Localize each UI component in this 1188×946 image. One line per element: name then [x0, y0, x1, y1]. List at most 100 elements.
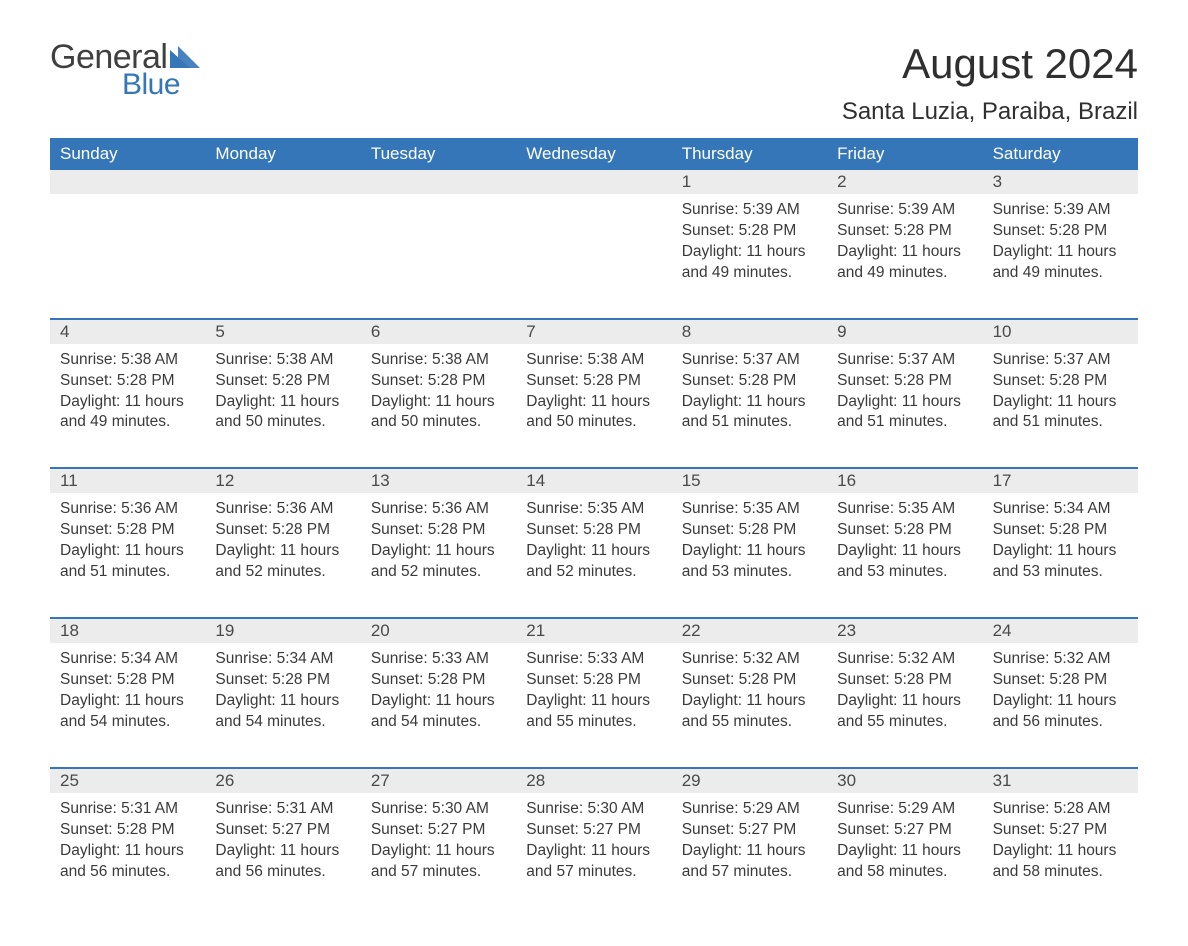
day-cell: Sunrise: 5:30 AMSunset: 5:27 PMDaylight:… — [361, 793, 516, 907]
day-cell: Sunrise: 5:36 AMSunset: 5:28 PMDaylight:… — [50, 493, 205, 607]
day-number: 22 — [672, 619, 827, 643]
weekday-label: Tuesday — [361, 138, 516, 170]
day-cell — [50, 194, 205, 308]
sunset-line: Sunset: 5:28 PM — [682, 221, 817, 242]
sunrise-line: Sunrise: 5:38 AM — [526, 350, 661, 371]
calendar: Sunday Monday Tuesday Wednesday Thursday… — [50, 138, 1138, 906]
sunrise-line: Sunrise: 5:32 AM — [993, 649, 1128, 670]
sunrise-line: Sunrise: 5:28 AM — [993, 799, 1128, 820]
day-detail-row: Sunrise: 5:39 AMSunset: 5:28 PMDaylight:… — [50, 194, 1138, 308]
day-cell: Sunrise: 5:32 AMSunset: 5:28 PMDaylight:… — [827, 643, 982, 757]
location-subtitle: Santa Luzia, Paraiba, Brazil — [842, 98, 1138, 126]
sunset-line: Sunset: 5:28 PM — [215, 371, 350, 392]
day-number: 25 — [50, 769, 205, 793]
day-cell: Sunrise: 5:35 AMSunset: 5:28 PMDaylight:… — [672, 493, 827, 607]
sunset-line: Sunset: 5:28 PM — [837, 221, 972, 242]
sunrise-line: Sunrise: 5:36 AM — [60, 499, 195, 520]
sunrise-line: Sunrise: 5:38 AM — [60, 350, 195, 371]
day-number: 15 — [672, 469, 827, 493]
sunset-line: Sunset: 5:28 PM — [682, 520, 817, 541]
day-cell: Sunrise: 5:39 AMSunset: 5:28 PMDaylight:… — [983, 194, 1138, 308]
sunrise-line: Sunrise: 5:39 AM — [837, 200, 972, 221]
sunrise-line: Sunrise: 5:32 AM — [837, 649, 972, 670]
daylight-line: Daylight: 11 hours and 51 minutes. — [60, 541, 195, 583]
sunrise-line: Sunrise: 5:31 AM — [215, 799, 350, 820]
day-cell: Sunrise: 5:34 AMSunset: 5:28 PMDaylight:… — [983, 493, 1138, 607]
daylight-line: Daylight: 11 hours and 56 minutes. — [993, 691, 1128, 733]
day-number: 28 — [516, 769, 671, 793]
day-detail-row: Sunrise: 5:34 AM Sunset: 5:28 PM Daylight:… — [50, 643, 1138, 757]
day-cell: Sunrise: 5:29 AMSunset: 5:27 PMDaylight:… — [672, 793, 827, 907]
daylight-line: Daylight: 11 hours and 49 minutes. — [837, 242, 972, 284]
daylight-line: Daylight: 11 hours and 56 minutes. — [215, 841, 350, 883]
day-cell: Sunrise: 5:36 AMSunset: 5:28 PMDaylight:… — [361, 493, 516, 607]
sunset-line: Sunset: 5:28 PM — [371, 670, 506, 691]
daylight-line: Daylight: 11 hours and 57 minutes. — [371, 841, 506, 883]
day-cell: Sunrise: 5:37 AMSunset: 5:28 PMDaylight:… — [827, 344, 982, 458]
sunset-line: Sunset: 5:27 PM — [837, 820, 972, 841]
daylight-line: Daylight: 11 hours and 57 minutes. — [526, 841, 661, 883]
day-cell: Sunrise: 5:29 AMSunset: 5:27 PMDaylight:… — [827, 793, 982, 907]
week-block: 25262728293031 Sunrise: 5:31 AM Sunset: 5:… — [50, 767, 1138, 907]
daylight-line: Daylight: 11 hours and 57 minutes. — [682, 841, 817, 883]
day-cell: Sunrise: 5:35 AMSunset: 5:28 PMDaylight:… — [827, 493, 982, 607]
day-number: 19 — [205, 619, 360, 643]
day-cell: Sunrise: 5:38 AMSunset: 5:28 PMDaylight:… — [205, 344, 360, 458]
day-cell: Sunrise: 5:38 AMSunset: 5:28 PMDaylight:… — [361, 344, 516, 458]
daylight-line: Daylight: 11 hours and 58 minutes. — [837, 841, 972, 883]
daylight-line: Daylight: 11 hours and 55 minutes. — [682, 691, 817, 733]
day-cell: Sunrise: 5:32 AMSunset: 5:28 PMDaylight:… — [983, 643, 1138, 757]
day-cell: Sunrise: 5:33 AMSunset: 5:28 PMDaylight:… — [516, 643, 671, 757]
day-number: 29 — [672, 769, 827, 793]
sunrise-line: Sunrise: 5:29 AM — [682, 799, 817, 820]
title-block: August 2024 Santa Luzia, Paraiba, Brazil — [842, 40, 1138, 126]
sunrise-line: Sunrise: 5:36 AM — [215, 499, 350, 520]
sunrise-line: Sunrise: 5:33 AM — [526, 649, 661, 670]
day-cell — [516, 194, 671, 308]
sunrise-line: Sunrise: 5:35 AM — [837, 499, 972, 520]
day-cell: Sunrise: 5:39 AMSunset: 5:28 PMDaylight:… — [672, 194, 827, 308]
sunset-line: Sunset: 5:28 PM — [526, 670, 661, 691]
day-cell: Sunrise: 5:37 AMSunset: 5:28 PMDaylight:… — [983, 344, 1138, 458]
daylight-line: Daylight: 11 hours and 53 minutes. — [837, 541, 972, 583]
day-detail-row: Sunrise: 5:38 AMSunset: 5:28 PMDaylight:… — [50, 344, 1138, 458]
weekday-header: Sunday Monday Tuesday Wednesday Thursday… — [50, 138, 1138, 170]
day-number: 6 — [361, 320, 516, 344]
day-cell: Sunrise: 5:36 AMSunset: 5:28 PMDaylight:… — [205, 493, 360, 607]
daylight-line: Daylight: 11 hours and 49 minutes. — [993, 242, 1128, 284]
day-number: 9 — [827, 320, 982, 344]
sunrise-line: Sunrise: 5:35 AM — [682, 499, 817, 520]
week-block: 11121314151617Sunrise: 5:36 AMSunset: 5:… — [50, 467, 1138, 607]
sunset-line: Sunset: 5:28 PM — [526, 371, 661, 392]
sunrise-line: Sunrise: 5:34 AM — [60, 649, 195, 670]
month-title: August 2024 — [842, 40, 1138, 88]
weeks-container: 123Sunrise: 5:39 AMSunset: 5:28 PMDaylig… — [50, 170, 1138, 906]
day-cell: Sunrise: 5:38 AMSunset: 5:28 PMDaylight:… — [516, 344, 671, 458]
day-number: 20 — [361, 619, 516, 643]
sunrise-line: Sunrise: 5:35 AM — [526, 499, 661, 520]
week-block: 45678910Sunrise: 5:38 AMSunset: 5:28 PMD… — [50, 318, 1138, 458]
daylight-line: Daylight: 11 hours and 55 minutes. — [837, 691, 972, 733]
brand-blue: Blue — [122, 70, 180, 100]
daylight-line: Daylight: 11 hours and 56 minutes. — [60, 841, 195, 883]
sunset-line: Sunset: 5:28 PM — [60, 820, 195, 841]
week-block: 18192021222324Sunrise: 5:34 AMSunset: 5:… — [50, 617, 1138, 757]
day-cell: Sunrise: 5:28 AMSunset: 5:27 PMDaylight:… — [983, 793, 1138, 907]
sunset-line: Sunset: 5:28 PM — [837, 520, 972, 541]
day-number-row: 25262728293031 — [50, 769, 1138, 793]
day-number: 23 — [827, 619, 982, 643]
day-number: 14 — [516, 469, 671, 493]
day-number-row: 45678910 — [50, 320, 1138, 344]
day-cell: Sunrise: 5:38 AMSunset: 5:28 PMDaylight:… — [50, 344, 205, 458]
weekday-label: Wednesday — [516, 138, 671, 170]
day-number — [205, 170, 360, 194]
sunrise-line: Sunrise: 5:38 AM — [215, 350, 350, 371]
day-number: 11 — [50, 469, 205, 493]
weekday-label: Saturday — [983, 138, 1138, 170]
day-cell: Sunrise: 5:35 AMSunset: 5:28 PMDaylight:… — [516, 493, 671, 607]
sunset-line: Sunset: 5:28 PM — [371, 520, 506, 541]
day-cell: Sunrise: 5:39 AMSunset: 5:28 PMDaylight:… — [827, 194, 982, 308]
day-number-row: 123 — [50, 170, 1138, 194]
sunset-line: Sunset: 5:27 PM — [371, 820, 506, 841]
day-number: 30 — [827, 769, 982, 793]
